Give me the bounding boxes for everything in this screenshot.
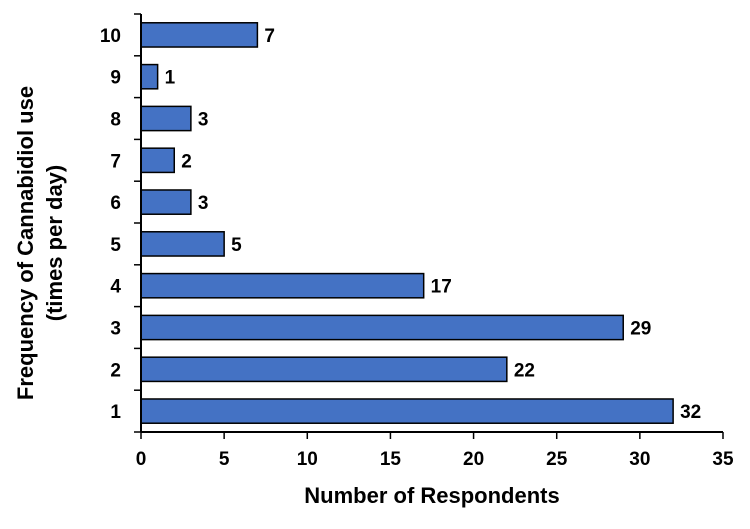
x-tick-label-20: 20 [463,449,484,470]
data-label-9: 1 [165,68,176,89]
y-tick-label-6: 6 [110,193,121,214]
data-label-10: 7 [264,26,275,47]
x-tick-label-15: 15 [380,449,402,470]
data-label-2: 22 [514,360,535,381]
data-label-6: 3 [198,193,209,214]
x-tick-label-25: 25 [546,449,568,470]
y-axis-title-line-2: (times per day) [42,165,67,322]
bar-8 [140,105,192,132]
data-label-3: 29 [630,319,651,340]
y-tick-label-1: 1 [110,402,121,423]
bar-3 [140,314,624,341]
y-tick-label-7: 7 [110,151,121,172]
x-tick-label-10: 10 [297,449,318,470]
bar-9 [140,63,159,90]
x-tick-label-5: 5 [219,449,230,470]
bar-2 [140,356,508,383]
data-label-7: 2 [181,151,192,172]
x-tick-label-35: 35 [712,449,734,470]
y-tick-label-2: 2 [110,360,121,381]
x-tick-label-30: 30 [629,449,650,470]
x-tick-labels: 0 5 10 15 20 25 30 35 [136,449,734,470]
data-label-1: 32 [680,402,701,423]
y-tick-label-10: 10 [100,26,121,47]
bar-10 [140,22,259,48]
y-tick-label-4: 4 [110,277,121,298]
bar-4 [140,272,425,299]
y-axis-title-line-1: Frequency of Cannabidiol use [13,86,38,400]
bar-7 [140,147,176,174]
y-tick-labels: 1 2 3 4 5 6 7 8 9 10 [100,26,122,423]
data-label-5: 5 [231,235,242,256]
axis-tick-marks [134,13,724,439]
data-label-4: 17 [431,277,452,298]
bar-5 [140,231,225,257]
bar-6 [140,189,192,215]
y-tick-label-3: 3 [110,319,121,340]
x-axis-title: Number of Respondents [304,483,559,508]
data-label-8: 3 [198,110,209,131]
bar-1 [140,398,674,424]
x-tick-label-0: 0 [136,449,147,470]
y-tick-label-5: 5 [110,235,121,256]
y-tick-label-9: 9 [110,68,121,89]
bars-layer [140,22,674,424]
y-tick-label-8: 8 [110,110,121,131]
